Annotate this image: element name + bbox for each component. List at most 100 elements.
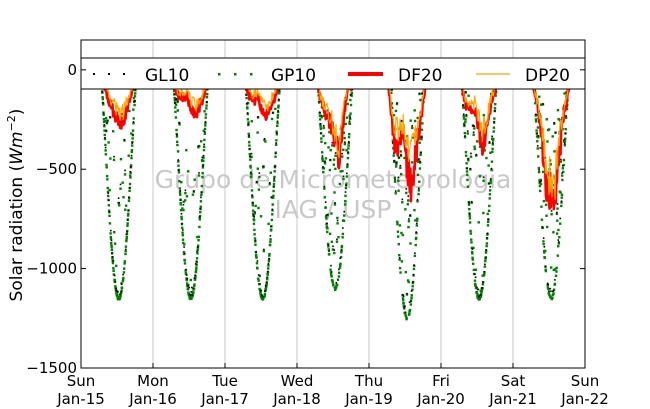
gp10-point bbox=[318, 118, 322, 121]
gl10-point bbox=[474, 276, 477, 279]
gp10-point bbox=[196, 235, 199, 239]
gp10-point bbox=[195, 257, 199, 260]
gp10-point bbox=[329, 268, 332, 271]
gp10-point bbox=[474, 284, 477, 287]
gl10-point bbox=[125, 233, 128, 236]
gp10-point bbox=[485, 244, 488, 248]
gp10-point bbox=[179, 193, 182, 196]
gp10-point bbox=[413, 208, 416, 212]
gp10-point bbox=[546, 225, 549, 229]
gp10-point bbox=[333, 203, 337, 206]
gl10-point bbox=[123, 139, 126, 141]
gl10-point bbox=[111, 252, 113, 254]
gp10-point bbox=[474, 282, 477, 286]
gp10-point bbox=[555, 232, 559, 235]
gp10-point bbox=[329, 149, 332, 152]
gl10-point bbox=[250, 171, 252, 174]
gp10-point bbox=[324, 215, 328, 218]
gp10-point bbox=[250, 155, 253, 159]
gp10-point bbox=[463, 136, 467, 139]
gp10-point bbox=[129, 171, 132, 174]
gp10-point bbox=[562, 170, 565, 174]
gl10-point bbox=[390, 88, 393, 91]
gl10-point bbox=[534, 113, 537, 116]
gp10-point bbox=[184, 272, 188, 276]
gp10-point bbox=[108, 222, 112, 225]
gp10-point bbox=[536, 155, 540, 158]
gl10-point bbox=[331, 141, 334, 144]
gp10-point bbox=[172, 89, 176, 93]
gp10-point bbox=[253, 212, 257, 215]
gp10-point bbox=[401, 233, 404, 237]
gl10-point bbox=[272, 185, 275, 188]
gp10-point bbox=[256, 167, 260, 170]
gl10-point bbox=[107, 192, 110, 194]
gl10-point bbox=[119, 183, 122, 186]
gp10-point bbox=[558, 222, 562, 225]
gp10-point bbox=[485, 156, 488, 160]
gp10-point bbox=[176, 109, 180, 112]
gp10-point bbox=[246, 112, 249, 116]
gp10-point bbox=[400, 172, 403, 176]
gl10-point bbox=[253, 216, 255, 218]
gp10-point bbox=[418, 180, 421, 183]
gp10-point bbox=[415, 231, 418, 235]
gp10-point bbox=[490, 160, 494, 163]
gl10-point bbox=[493, 120, 495, 123]
gp10-point bbox=[471, 256, 474, 259]
y-axis-label-unit: Wm bbox=[7, 131, 27, 164]
gp10-point bbox=[557, 228, 560, 232]
gp10-point bbox=[399, 154, 403, 157]
gl10-point bbox=[416, 198, 419, 201]
gp10-point bbox=[472, 272, 476, 276]
gl10-point bbox=[178, 169, 180, 171]
gp10-point bbox=[276, 116, 279, 119]
legend-entry-df20: DF20 bbox=[348, 66, 443, 86]
gp10-point bbox=[551, 293, 555, 296]
gp10-point bbox=[250, 189, 254, 192]
gp10-point bbox=[268, 243, 272, 246]
gl10-point bbox=[127, 210, 130, 212]
gp10-point bbox=[487, 209, 491, 213]
gp10-point bbox=[201, 171, 204, 175]
gp10-point bbox=[547, 128, 551, 131]
gl10-point bbox=[538, 169, 540, 171]
gp10-point bbox=[492, 130, 495, 133]
gl10-point bbox=[248, 134, 250, 137]
gp10-point bbox=[274, 107, 277, 111]
gp10-point bbox=[182, 200, 185, 204]
gl10-point bbox=[132, 121, 135, 123]
gl10-point bbox=[400, 120, 403, 122]
gl10-point bbox=[202, 165, 204, 167]
gp10-point bbox=[104, 143, 107, 147]
gl10-point bbox=[246, 112, 249, 114]
gp10-point bbox=[402, 298, 405, 302]
gp10-point bbox=[538, 189, 542, 193]
gp10-point bbox=[199, 140, 203, 143]
gp10-point bbox=[396, 235, 400, 238]
gl10-point bbox=[109, 116, 111, 118]
gp10-point bbox=[346, 156, 350, 160]
gp10-point bbox=[563, 144, 567, 147]
gp10-point bbox=[107, 194, 110, 198]
gp10-point bbox=[491, 150, 494, 154]
gl10-point bbox=[326, 222, 328, 225]
gl10-point bbox=[190, 291, 193, 293]
gp10-point bbox=[404, 208, 407, 211]
gl10-point bbox=[409, 214, 412, 216]
gl10-point bbox=[410, 290, 413, 292]
gp10-point bbox=[185, 149, 188, 152]
gl10-point bbox=[395, 162, 398, 164]
gl10-point bbox=[348, 141, 350, 143]
ytick-label-2: −1000 bbox=[26, 260, 77, 278]
ytick-label-0: 0 bbox=[67, 61, 77, 79]
gl10-point bbox=[200, 196, 202, 199]
gl10-point bbox=[113, 155, 115, 158]
y-axis-label: Solar radiation (Wm−2) bbox=[5, 109, 27, 302]
gp10-point bbox=[328, 232, 332, 236]
gp10-point bbox=[109, 157, 112, 160]
gp10-point bbox=[555, 266, 558, 270]
gp10-point bbox=[331, 279, 334, 282]
gp10-point bbox=[123, 267, 126, 270]
gp10-point bbox=[472, 246, 475, 250]
